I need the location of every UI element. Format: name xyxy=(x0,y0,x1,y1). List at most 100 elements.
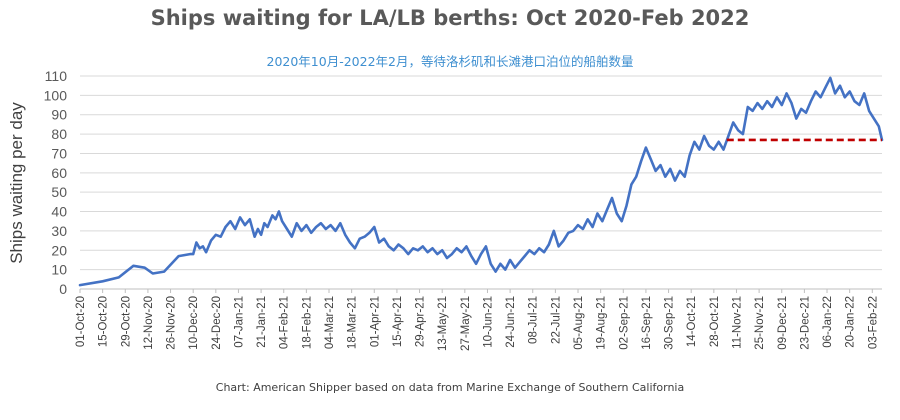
data-point xyxy=(253,235,256,238)
x-tick-label: 13-May-21 xyxy=(437,296,449,351)
data-point xyxy=(274,218,277,221)
data-point xyxy=(431,247,434,250)
x-tick-label: 18-Mar-21 xyxy=(347,296,359,349)
data-point xyxy=(489,263,492,265)
x-tick-label: 01-Apr-21 xyxy=(369,296,381,347)
data-point xyxy=(795,117,798,120)
x-tick-label: 29-Oct-20 xyxy=(120,296,132,347)
data-point xyxy=(582,228,584,230)
data-point xyxy=(451,253,453,255)
data-point xyxy=(358,237,361,240)
data-point xyxy=(446,257,448,259)
data-point xyxy=(839,84,841,87)
data-point xyxy=(286,228,288,230)
data-point xyxy=(659,164,662,166)
data-point xyxy=(224,226,227,228)
data-point xyxy=(727,135,730,137)
x-tick-label: 22-Jul-21 xyxy=(550,296,562,344)
data-point xyxy=(504,268,507,271)
data-point xyxy=(219,235,222,238)
y-tick-label: 70 xyxy=(51,145,67,161)
data-point xyxy=(436,253,439,255)
data-point xyxy=(645,146,647,149)
x-tick-label: 14-Oct-21 xyxy=(686,296,698,347)
data-point xyxy=(630,183,633,186)
data-point xyxy=(785,92,788,95)
data-point xyxy=(620,220,623,223)
data-point xyxy=(417,249,419,252)
data-point xyxy=(810,100,812,102)
data-point xyxy=(756,102,759,104)
data-point xyxy=(278,210,280,213)
y-tick-label: 40 xyxy=(51,204,67,220)
x-tick-label: 09-Dec-21 xyxy=(777,296,789,350)
data-point xyxy=(215,233,217,236)
data-point xyxy=(844,96,846,99)
y-tick-label: 10 xyxy=(51,262,67,278)
data-point xyxy=(205,251,207,254)
data-point xyxy=(703,135,705,137)
data-point xyxy=(426,251,429,254)
data-point xyxy=(329,224,332,226)
y-tick-label: 50 xyxy=(51,184,67,200)
data-point xyxy=(383,237,385,240)
data-point xyxy=(746,106,749,108)
data-point xyxy=(848,90,851,93)
data-point xyxy=(239,216,241,219)
data-point xyxy=(548,243,550,246)
data-point xyxy=(354,247,356,250)
data-point xyxy=(363,235,366,238)
data-point xyxy=(210,239,212,242)
data-point xyxy=(143,266,146,269)
data-point xyxy=(674,179,676,182)
data-point xyxy=(412,247,414,250)
data-point xyxy=(591,226,594,228)
data-point xyxy=(271,214,274,217)
data-point xyxy=(669,168,671,170)
data-point xyxy=(780,104,783,106)
data-point xyxy=(291,235,293,238)
x-tick-label: 10-Jun-21 xyxy=(482,296,494,348)
data-point xyxy=(320,222,322,224)
y-tick-label: 30 xyxy=(51,223,67,239)
chart-source: Chart: American Shipper based on data fr… xyxy=(215,381,685,394)
x-tick-label: 05-Aug-21 xyxy=(573,296,585,350)
data-point xyxy=(732,121,735,124)
data-point xyxy=(324,228,327,230)
data-point xyxy=(538,247,541,250)
data-point xyxy=(717,141,720,143)
x-tick-label: 04-Mar-21 xyxy=(324,296,336,349)
data-point xyxy=(572,230,574,232)
y-axis-label: Ships waiting per day xyxy=(7,102,26,264)
data-point xyxy=(460,251,463,254)
data-point xyxy=(339,222,342,224)
data-point xyxy=(177,255,180,257)
data-point xyxy=(266,226,269,228)
data-point xyxy=(257,228,259,230)
data-point xyxy=(263,222,266,224)
data-point xyxy=(295,222,298,224)
data-point xyxy=(455,247,458,250)
data-point xyxy=(577,224,579,226)
data-point xyxy=(334,230,337,232)
x-tick-label: 26-Nov-20 xyxy=(166,296,178,350)
x-tick-label: 30-Sep-21 xyxy=(664,296,676,350)
data-point xyxy=(470,255,473,257)
y-tick-label: 0 xyxy=(59,281,67,297)
data-point xyxy=(373,226,376,228)
data-point xyxy=(834,92,836,95)
data-point xyxy=(392,249,395,252)
data-point xyxy=(853,100,856,102)
data-point xyxy=(260,233,262,236)
series-layer xyxy=(78,76,884,287)
data-point xyxy=(368,232,371,234)
data-point xyxy=(877,125,880,128)
data-point xyxy=(509,259,511,261)
x-tick-label: 19-Aug-21 xyxy=(596,296,608,350)
x-tick-label: 11-Nov-21 xyxy=(731,296,743,349)
data-point xyxy=(586,218,589,221)
data-point xyxy=(800,108,802,110)
data-point xyxy=(79,284,81,286)
y-tick-label: 20 xyxy=(51,242,67,258)
